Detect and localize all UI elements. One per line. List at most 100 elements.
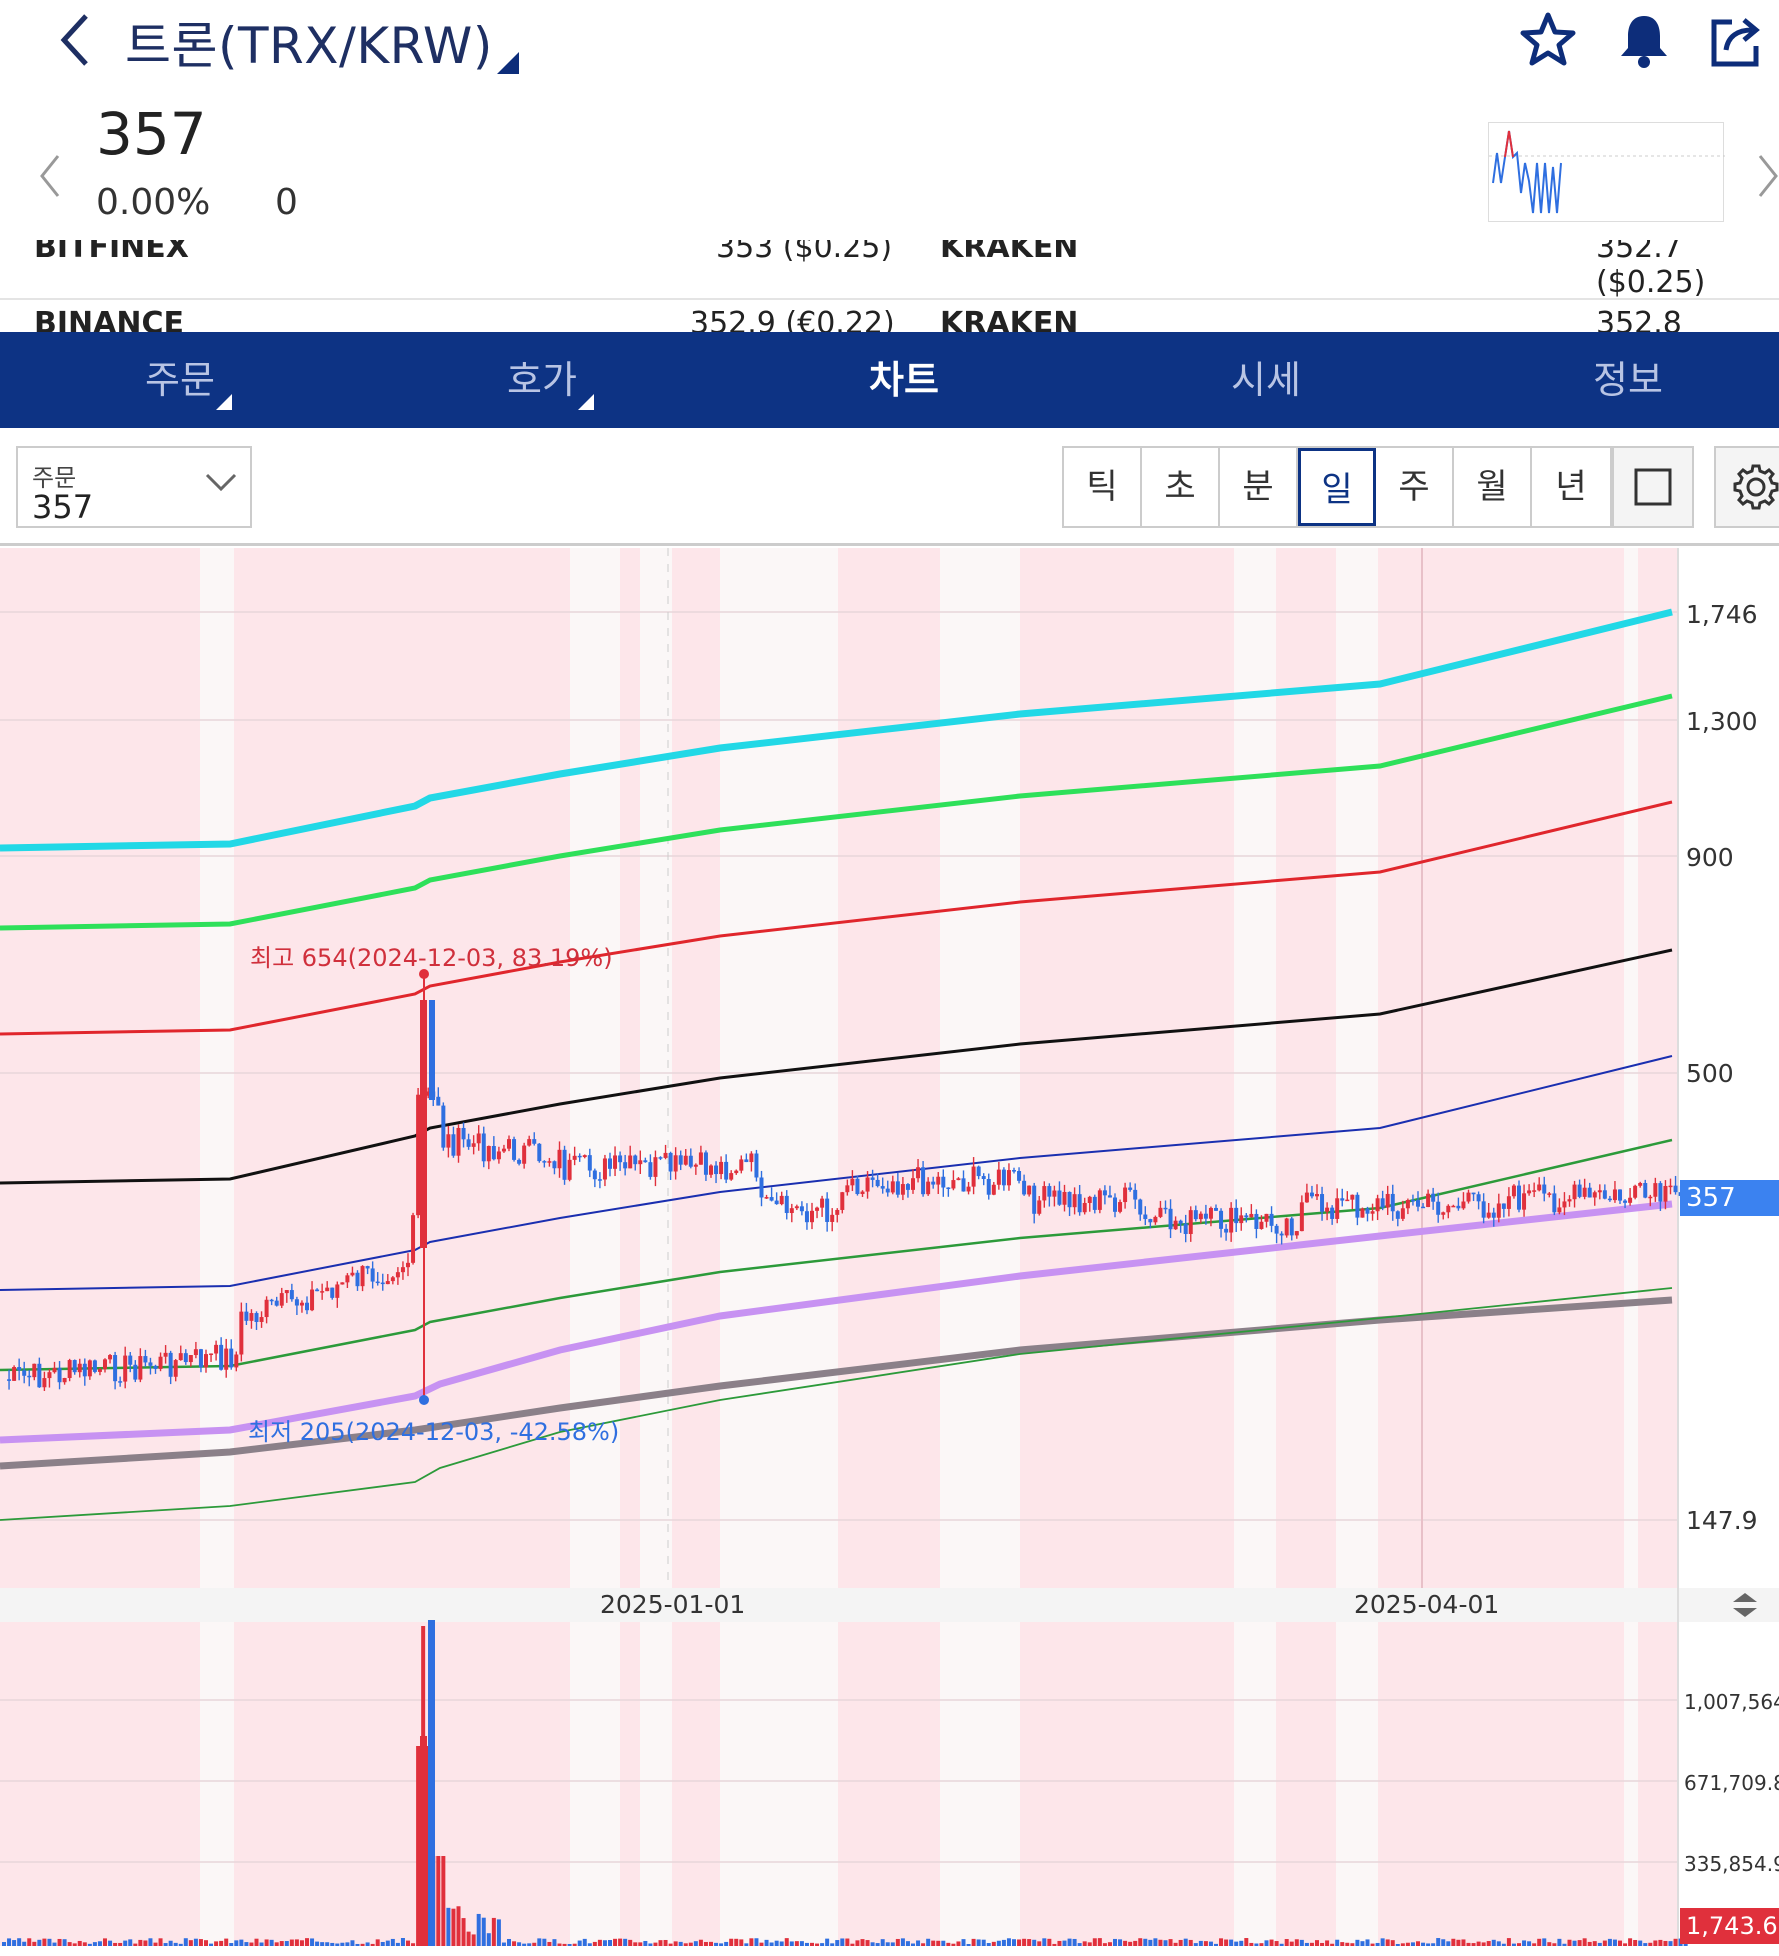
volume-bar (330, 1942, 335, 1946)
weekend-band (940, 1622, 1020, 1946)
candle-body (1441, 1212, 1446, 1215)
volume-bar (905, 1941, 910, 1946)
volume-bar (779, 1941, 784, 1946)
volume-bar (173, 1942, 178, 1946)
candle-body (97, 1369, 102, 1372)
volume-bar (219, 1940, 224, 1946)
volume-bar (860, 1939, 865, 1946)
volume-bar (582, 1938, 587, 1946)
volume-bar (759, 1942, 764, 1946)
volume-bar (1471, 1943, 1476, 1946)
volume-bar (1118, 1939, 1123, 1946)
fullscreen-button[interactable] (1612, 446, 1694, 528)
candle-body (774, 1200, 779, 1205)
period-year[interactable]: 년 (1532, 448, 1610, 526)
volume-bar (577, 1940, 582, 1946)
candle-body (1673, 1185, 1678, 1193)
volume-bar (1022, 1938, 1027, 1946)
candle-body (1325, 1207, 1330, 1212)
next-symbol-arrow-icon[interactable] (1756, 154, 1779, 198)
candle-body (1542, 1184, 1547, 1194)
favorite-button[interactable] (1518, 10, 1578, 70)
volume-bar (991, 1941, 996, 1946)
volume-bar (1602, 1940, 1607, 1946)
candlestick-chart[interactable] (0, 546, 1779, 1956)
candle-body (739, 1159, 744, 1171)
weekend-band (1628, 548, 1636, 1588)
order-type-select[interactable]: 주문 357 (16, 446, 252, 528)
candle-body (335, 1284, 340, 1298)
candle-body (1234, 1207, 1239, 1224)
page-title[interactable]: 트론(TRX/KRW) (125, 17, 493, 75)
candle-body (209, 1353, 214, 1356)
chart-settings-button[interactable] (1714, 446, 1779, 528)
period-minute[interactable]: 분 (1220, 448, 1298, 526)
candle-body (941, 1176, 946, 1188)
volume-bar (1562, 1943, 1567, 1946)
candle-body (1552, 1193, 1557, 1213)
candle-body (461, 1127, 466, 1140)
price-chart-area[interactable] (0, 546, 1779, 1956)
candle-body (946, 1187, 951, 1190)
candle-body (916, 1167, 921, 1179)
volume-bar (198, 1939, 203, 1946)
volume-bar (714, 1942, 719, 1946)
period-week[interactable]: 주 (1376, 448, 1454, 526)
candle-body (1506, 1196, 1511, 1209)
volume-bar (113, 1942, 118, 1946)
share-button[interactable] (1706, 10, 1766, 70)
weekend-band (940, 548, 1020, 1588)
candle-body (1532, 1190, 1537, 1192)
candle-body (254, 1313, 259, 1322)
volume-bar (254, 1938, 259, 1946)
candle-body (1012, 1170, 1016, 1172)
period-month[interactable]: 월 (1454, 448, 1532, 526)
volume-bar (128, 1939, 133, 1946)
candle-body (1653, 1183, 1658, 1197)
title-dropdown-caret-icon[interactable] (497, 52, 519, 74)
tab-chart[interactable]: 차트 (869, 358, 939, 402)
tab-orderbook[interactable]: 호가 (507, 358, 577, 402)
tab-order[interactable]: 주문 (145, 358, 215, 402)
candle-body (729, 1173, 734, 1180)
candle-body (956, 1178, 961, 1181)
candle-body (128, 1355, 133, 1365)
mini-chart[interactable] (1488, 122, 1725, 222)
candle-body (1294, 1231, 1299, 1236)
period-second[interactable]: 초 (1142, 448, 1220, 526)
back-button[interactable] (52, 10, 102, 70)
volume-bar (143, 1940, 148, 1946)
high-annotation: 최고 654(2024-12-03, 83.19%) (250, 944, 613, 972)
candle-body (426, 1091, 431, 1096)
prev-symbol-arrow-icon[interactable] (38, 154, 62, 198)
volume-bar (830, 1943, 835, 1946)
candle-body (875, 1179, 880, 1187)
tab-info[interactable]: 정보 (1593, 358, 1663, 402)
period-tick[interactable]: 틱 (1064, 448, 1142, 526)
candle-body (926, 1181, 931, 1195)
volume-bar (451, 1908, 456, 1946)
candle-body (1092, 1196, 1097, 1210)
candle-body (345, 1275, 350, 1283)
moving-average-line (0, 1296, 1673, 1470)
chart-background (0, 548, 1678, 1588)
panel-resize-handle-icon[interactable] (1730, 1590, 1760, 1620)
volume-bar (527, 1943, 532, 1946)
volume-bar (310, 1938, 315, 1946)
weekend-band (640, 548, 672, 1588)
volume-bar (895, 1938, 900, 1946)
volume-bar (320, 1942, 325, 1946)
candle-body (1183, 1223, 1188, 1235)
volume-bar (1113, 1938, 1117, 1946)
candle-body (562, 1149, 567, 1180)
volume-bar (461, 1918, 466, 1946)
tab-market-price[interactable]: 시세 (1231, 358, 1301, 402)
period-day[interactable]: 일 (1298, 448, 1376, 526)
volume-bar (1102, 1943, 1107, 1946)
candle-body (1370, 1211, 1375, 1214)
alert-button[interactable] (1614, 10, 1674, 70)
candle-body (1158, 1207, 1163, 1217)
weekend-band (640, 1622, 672, 1946)
volume-bar (845, 1938, 850, 1946)
bollinger-upper-line (0, 608, 1673, 852)
